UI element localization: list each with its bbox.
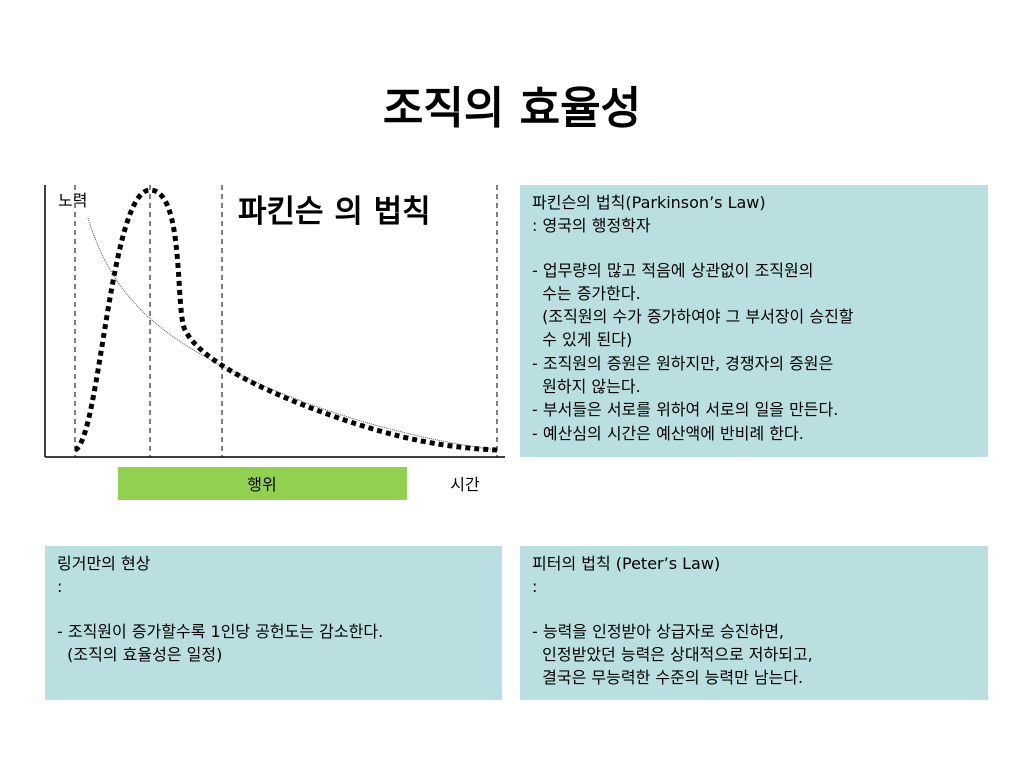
box-line: - 부서들은 서로를 위하여 서로의 일을 만든다. [532, 400, 839, 420]
box-line: 결국은 무능력한 수준의 능력만 남는다. [532, 668, 804, 688]
box-line: - 예산심의 시간은 예산액에 반비례 한다. [532, 423, 804, 443]
x-label: 시간 [450, 475, 480, 494]
box-line: (조직의 효율성은 일정) [57, 644, 223, 664]
box-heading: 피터의 법칙 (Peter’s Law) [532, 554, 721, 573]
box-line: 수 있게 된다) [532, 330, 633, 350]
box-line: 수는 증가한다. [532, 283, 641, 303]
spacer [57, 599, 490, 620]
effort-curve [87, 217, 498, 451]
y-label: 노력 [58, 191, 87, 210]
guides [74, 185, 498, 457]
action-bar [118, 467, 407, 500]
box-heading: : 영국의 행정학자 [532, 216, 651, 236]
box-line: - 조직원의 증원은 원하지만, 경쟁자의 증원은 [532, 353, 834, 373]
slide-title: 조직의 효율성 [382, 83, 642, 134]
text-box: 링거만의 현상: - 조직원이 증가할수록 1인당 공헌도는 감소한다. (조직의… [45, 546, 502, 700]
spacer [532, 238, 976, 259]
box-line: - 조직원이 증가할수록 1인당 공헌도는 감소한다. [57, 621, 384, 641]
box-heading: : [532, 577, 538, 597]
box-line: 원하지 않는다. [532, 377, 641, 397]
box-heading: : [57, 577, 63, 597]
box-heading: 링거만의 현상 [57, 554, 151, 573]
box-heading: 파킨슨의 법칙(Parkinson’s Law) [532, 193, 766, 212]
spacer [532, 599, 976, 620]
text-box: 파킨슨의 법칙(Parkinson’s Law) : 영국의 행정학자 - 업무량의… [520, 185, 988, 457]
parkinson-curve [73, 187, 498, 453]
box-line: - 능력을 인정받아 상급자로 승진하면, [532, 621, 785, 641]
box-line: (조직원의 수가 증가하여야 그 부서장이 승진할 [532, 307, 854, 327]
action-label: 행위 [247, 475, 276, 494]
box-line: 인정받았던 능력은 상대적으로 저하되고, [532, 644, 813, 664]
box-line: - 업무량의 많고 적음에 상관없이 조직원의 [532, 260, 814, 280]
text-box: 피터의 법칙 (Peter’s Law): - 능력을 인정받아 상급자로 승진하… [520, 546, 988, 700]
diagram-heading: 파킨슨 의 법칙 [238, 194, 431, 230]
